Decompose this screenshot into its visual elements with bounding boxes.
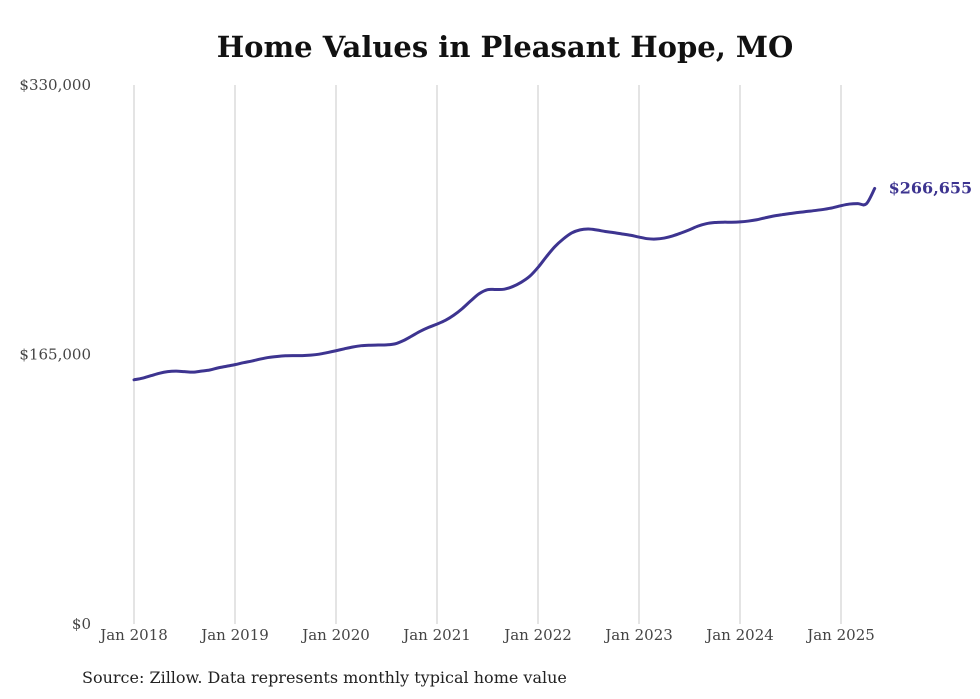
y-axis-ticks: $0 $165,000 $330,000 xyxy=(19,76,91,633)
end-value-label: $266,655 xyxy=(889,178,973,197)
x-tick-label: Jan 2024 xyxy=(704,626,774,644)
y-tick-label: $330,000 xyxy=(19,76,91,94)
y-tick-label: $0 xyxy=(72,615,91,633)
grid-lines xyxy=(133,85,842,624)
x-tick-label: Jan 2021 xyxy=(401,626,471,644)
source-note: Source: Zillow. Data represents monthly … xyxy=(82,668,567,687)
x-tick-label: Jan 2019 xyxy=(199,626,269,644)
series-line xyxy=(132,186,877,382)
chart-title: Home Values in Pleasant Hope, MO xyxy=(216,30,794,64)
y-tick-label: $165,000 xyxy=(19,346,91,364)
x-tick-label: Jan 2023 xyxy=(603,626,673,644)
x-tick-label: Jan 2025 xyxy=(805,626,875,644)
x-tick-label: Jan 2022 xyxy=(502,626,572,644)
x-tick-label: Jan 2018 xyxy=(98,626,168,644)
x-tick-label: Jan 2020 xyxy=(300,626,370,644)
x-axis-ticks: Jan 2018 Jan 2019 Jan 2020 Jan 2021 Jan 2022… xyxy=(98,626,875,644)
